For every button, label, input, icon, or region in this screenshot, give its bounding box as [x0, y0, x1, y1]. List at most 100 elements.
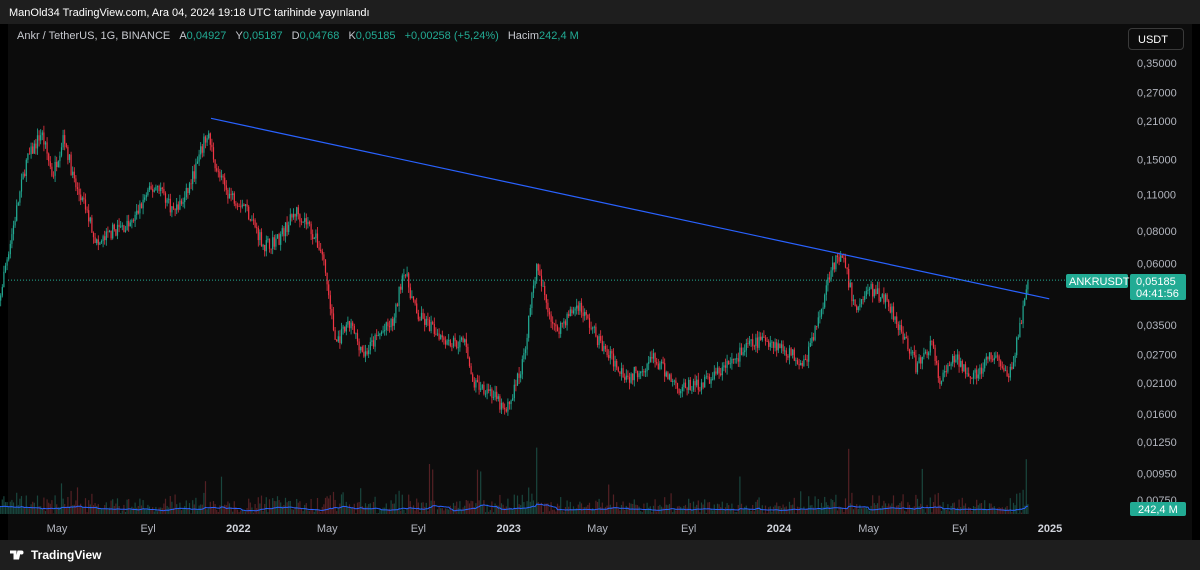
- candle-body: [926, 351, 928, 356]
- volume-bar: [315, 508, 317, 514]
- candle-body: [51, 166, 53, 176]
- volume-bar: [580, 503, 583, 514]
- time-tick-label: Eyl: [681, 523, 696, 535]
- volume-bar: [497, 505, 499, 514]
- candle-body: [91, 217, 93, 233]
- volume-bar: [824, 496, 826, 514]
- candle-body: [825, 285, 827, 295]
- volume-bar: [444, 508, 447, 514]
- volume-bar: [132, 507, 135, 514]
- time-axis[interactable]: May Eyl 2022 May Eyl 2023 May Eyl 2024 May Eyl 2025: [47, 523, 1063, 535]
- symbol-name[interactable]: Ankr / TetherUS, 1G, BINANCE: [17, 30, 171, 42]
- candle-body: [392, 319, 394, 326]
- candle-body: [401, 275, 403, 290]
- trendline[interactable]: [210, 117, 1050, 300]
- volume-bar: [448, 509, 450, 514]
- volume-bar: [334, 499, 336, 514]
- volume-bar: [816, 509, 818, 514]
- candle-body: [1009, 366, 1011, 378]
- volume-bar: [100, 508, 103, 514]
- volume-bar: [763, 512, 765, 514]
- candle-body: [228, 193, 231, 199]
- volume-bar: [537, 502, 539, 514]
- volume-bar: [729, 508, 731, 514]
- footer-bar: [0, 540, 1200, 570]
- volume-bar: [78, 505, 80, 514]
- candle-body: [65, 143, 67, 147]
- volume-bar: [539, 503, 541, 514]
- candle-body: [939, 378, 941, 384]
- low-label: D: [291, 30, 300, 42]
- candle-body: [764, 337, 767, 342]
- volume-bar: [203, 492, 205, 514]
- volume-bar: [852, 509, 855, 514]
- volume-bar: [164, 498, 167, 514]
- volume-bar: [745, 505, 747, 514]
- volume-bar: [504, 507, 506, 514]
- volume-bar: [971, 511, 973, 514]
- volume-bar: [408, 494, 410, 514]
- candle-body: [948, 365, 951, 367]
- candle-body: [560, 322, 562, 334]
- volume-bar: [232, 511, 234, 514]
- volume-bar: [793, 497, 795, 514]
- volume-bar: [996, 508, 999, 514]
- candle-body: [494, 391, 496, 398]
- volume-bar: [152, 507, 154, 514]
- candle-body: [827, 277, 829, 286]
- candle-body: [116, 224, 119, 236]
- candle-body: [558, 331, 560, 334]
- volume-bar: [323, 504, 325, 514]
- candle-body: [640, 371, 642, 374]
- tradingview-brand[interactable]: TradingView: [10, 548, 101, 562]
- volume-bar: [172, 507, 175, 514]
- candle-body: [977, 374, 979, 379]
- candle-body: [153, 190, 155, 192]
- volume-bar: [918, 506, 920, 514]
- candle-body: [820, 308, 823, 317]
- volume-bar: [91, 493, 93, 514]
- publish-info-bar: ManOld34 TradingView.com, Ara 04, 2024 1…: [0, 0, 1200, 24]
- candle-body: [652, 353, 655, 359]
- volume-bar: [720, 507, 722, 514]
- volume-bar: [142, 500, 144, 514]
- volume-bar: [324, 497, 327, 514]
- candle-body: [486, 389, 488, 394]
- candle-body: [288, 225, 290, 232]
- chart-frame[interactable]: [8, 24, 1192, 540]
- candle-body: [131, 220, 133, 223]
- candle-body: [657, 363, 659, 370]
- candle-body: [998, 356, 1000, 361]
- volume-bar: [158, 507, 160, 514]
- candle-body: [891, 306, 893, 313]
- candle-body: [729, 363, 731, 365]
- candle-body: [59, 155, 61, 162]
- candle-body: [1020, 322, 1023, 324]
- volume-bar: [638, 506, 640, 514]
- volume-bar: [819, 508, 821, 514]
- candle-body: [284, 222, 287, 237]
- candle-body: [902, 331, 904, 340]
- volume-tag-value: 242,4 M: [1138, 504, 1178, 516]
- candle-body: [300, 221, 303, 223]
- volume-bar: [348, 504, 351, 514]
- candle-body: [441, 335, 443, 338]
- candle-body: [878, 288, 880, 302]
- candle-body: [889, 306, 891, 313]
- candle-body: [140, 203, 143, 209]
- candle-body: [8, 254, 10, 260]
- candle-body: [483, 384, 485, 394]
- currency-button[interactable]: USDT: [1128, 28, 1184, 50]
- volume-bar: [710, 508, 712, 514]
- volume-bar: [96, 505, 98, 514]
- volume-bar: [886, 506, 888, 514]
- candle-body: [398, 286, 400, 306]
- volume-bar: [118, 506, 120, 514]
- candle-body: [1019, 322, 1021, 338]
- volume-bar: [579, 501, 581, 514]
- candle-body: [916, 363, 919, 373]
- candle-body: [852, 299, 855, 302]
- price-axis[interactable]: 0,35000 0,27000 0,21000 0,15000 0,11000 0,080…: [1137, 58, 1177, 507]
- price-tick-label: 0,35000: [1137, 58, 1177, 70]
